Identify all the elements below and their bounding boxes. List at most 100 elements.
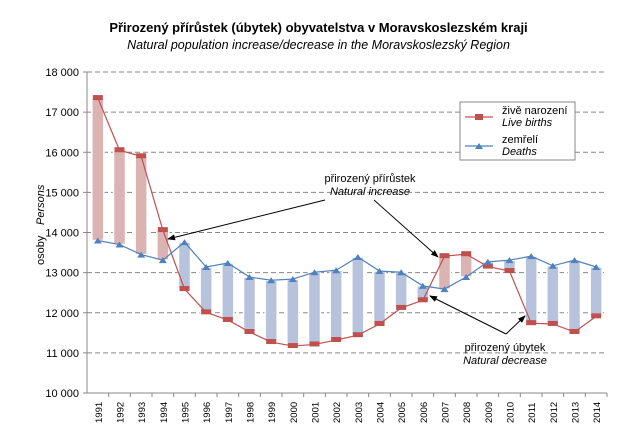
births-marker: [331, 337, 342, 343]
x-tick-label: 2008: [462, 402, 473, 423]
x-tick-label: 2013: [571, 402, 582, 423]
deaths-marker: [462, 274, 471, 281]
x-tick-label: 1991: [94, 402, 105, 423]
births-marker: [266, 339, 277, 345]
births-line: [97, 97, 597, 347]
deaths-marker: [267, 277, 276, 284]
x-tick-label: 1996: [202, 402, 213, 423]
annotation-increase: přirozený přírůstek: [324, 173, 416, 185]
annotation-decrease: přirozený úbytek: [465, 342, 546, 354]
decrease-bar: [242, 276, 257, 333]
decrease-bar: [286, 278, 300, 347]
increase-bar: [91, 97, 105, 242]
decrease-bar: [567, 259, 582, 333]
deaths-marker: [223, 259, 232, 266]
annotation-increase-arrow: [373, 199, 439, 258]
y-tick-label: 15 000: [45, 187, 79, 199]
deaths-marker: [397, 269, 406, 276]
x-tick-label: 2009: [484, 402, 495, 423]
births-marker: [526, 320, 537, 326]
decrease-bar: [221, 262, 235, 321]
decrease-bar: [307, 271, 322, 346]
x-tick-label: 2005: [397, 402, 408, 423]
deaths-marker: [548, 262, 557, 269]
annotation-decrease-arrow: [505, 315, 526, 335]
x-tick-label: 2004: [376, 402, 387, 423]
births-marker: [439, 253, 450, 259]
decrease-bar: [264, 279, 278, 343]
deaths-marker: [332, 267, 341, 274]
increase-bar: [112, 149, 127, 246]
decrease-bar: [177, 241, 192, 290]
deaths-line: [97, 239, 597, 290]
x-tick-label: 2000: [289, 402, 300, 423]
x-tick-label: 2003: [354, 402, 365, 423]
annotation-increase-en: Natural increase: [330, 186, 410, 198]
births-marker: [179, 286, 190, 292]
y-axis-title-en: Persons: [35, 184, 47, 225]
chart-title: Přirozený přírůstek (úbytek) obyvatelstv…: [109, 20, 528, 35]
births-marker: [287, 343, 298, 349]
births-marker: [374, 320, 385, 326]
y-tick-label: 11 000: [46, 348, 79, 360]
legend-deaths-label-en: Deaths: [502, 146, 537, 158]
deaths-marker: [505, 257, 514, 264]
decrease-bar: [546, 265, 560, 325]
legend-deaths-marker: [475, 143, 483, 149]
increase-bar: [437, 255, 452, 290]
x-tick-label: 2011: [527, 403, 538, 423]
deaths-marker: [592, 264, 601, 271]
increase-bar: [156, 229, 170, 261]
legend-births-label: živě narození: [502, 105, 567, 117]
births-marker: [569, 329, 580, 335]
deaths-marker: [375, 268, 384, 275]
deaths-marker: [570, 257, 579, 264]
y-tick-label: 17 000: [45, 107, 79, 119]
births-marker: [591, 313, 602, 319]
deaths-marker: [158, 257, 167, 264]
y-tick-label: 18 000: [45, 67, 79, 79]
decrease-bar: [199, 266, 213, 314]
x-tick-label: 2012: [549, 402, 560, 423]
y-tick-label: 14 000: [45, 228, 79, 240]
births-marker: [92, 95, 103, 101]
deaths-marker: [527, 253, 536, 260]
births-marker: [157, 227, 168, 233]
births-marker: [244, 329, 255, 335]
x-tick-label: 1994: [159, 402, 170, 423]
births-marker: [222, 316, 233, 322]
x-tick-label: 1997: [224, 402, 235, 423]
decrease-bar: [351, 256, 365, 336]
deaths-marker: [310, 269, 319, 276]
y-tick-label: 12 000: [45, 308, 79, 320]
annotation-decrease-arrow: [429, 295, 507, 335]
births-marker: [352, 332, 363, 338]
deaths-marker: [180, 239, 189, 246]
decrease-bar: [394, 271, 408, 309]
births-marker: [504, 268, 515, 274]
deaths-marker: [353, 253, 362, 260]
legend-births-marker: [475, 114, 483, 120]
deaths-marker: [137, 251, 146, 258]
x-tick-label: 1998: [246, 402, 257, 423]
decrease-bar: [329, 269, 343, 341]
y-tick-label: 13 000: [45, 268, 79, 280]
legend-deaths-label: zemřelí: [502, 134, 538, 146]
deaths-marker: [483, 258, 492, 265]
deaths-marker: [93, 237, 102, 244]
x-tick-label: 2010: [506, 402, 517, 423]
x-tick-label: 2001: [311, 402, 322, 423]
x-tick-label: 2002: [332, 402, 343, 423]
x-tick-label: 2007: [441, 402, 452, 423]
x-tick-label: 1995: [181, 402, 192, 423]
x-tick-label: 2014: [592, 402, 603, 423]
x-tick-label: 2006: [419, 402, 430, 423]
births-marker: [309, 341, 320, 347]
y-tick-label: 10 000: [45, 388, 79, 400]
births-marker: [201, 309, 212, 315]
x-tick-label: 1993: [137, 402, 148, 423]
annotation-decrease-en: Natural decrease: [463, 355, 547, 367]
deaths-marker: [440, 286, 449, 293]
legend-box: [459, 101, 576, 161]
